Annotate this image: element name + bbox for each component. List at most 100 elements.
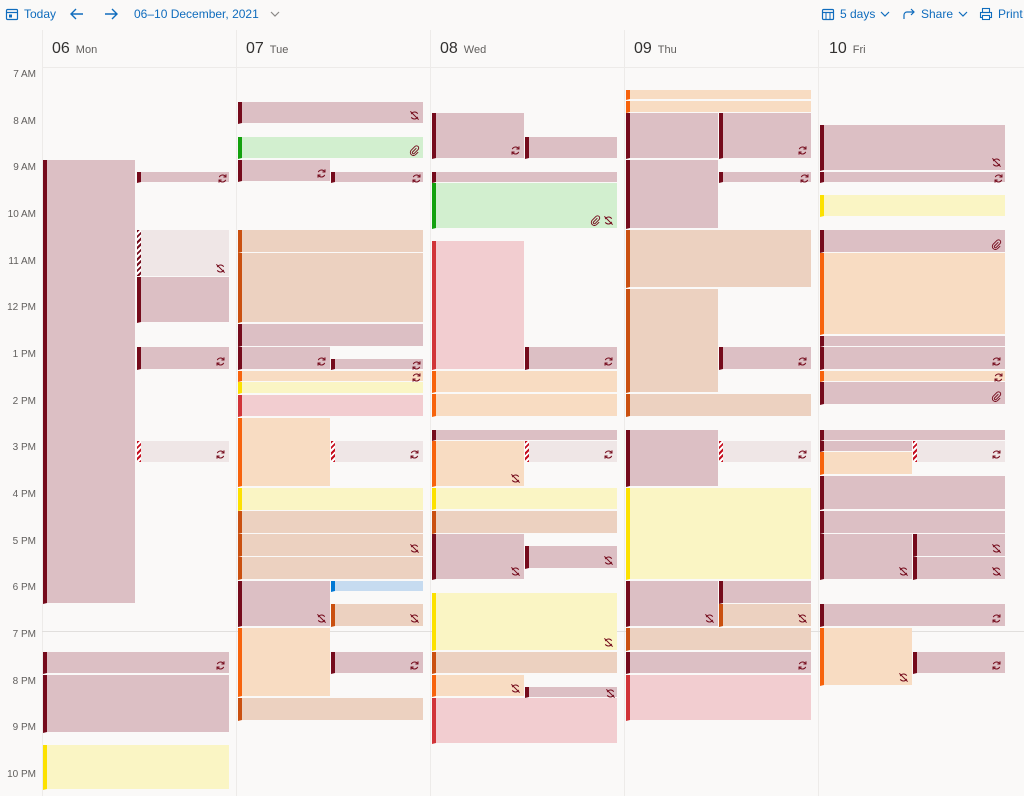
- calendar-event[interactable]: [626, 101, 811, 113]
- calendar-event[interactable]: [432, 371, 617, 393]
- calendar-event[interactable]: [238, 534, 423, 557]
- calendar-event[interactable]: [432, 511, 617, 534]
- calendar-event[interactable]: [331, 359, 423, 370]
- calendar-event[interactable]: [820, 125, 1005, 171]
- calendar-event[interactable]: [820, 604, 1005, 627]
- calendar-event[interactable]: [820, 628, 912, 686]
- calendar-event[interactable]: [626, 628, 811, 651]
- calendar-event[interactable]: [238, 628, 330, 697]
- calendar-event[interactable]: [238, 382, 423, 394]
- calendar-event[interactable]: [432, 652, 617, 674]
- date-range-picker[interactable]: 06–10 December, 2021: [134, 0, 280, 27]
- calendar-event[interactable]: [238, 324, 423, 347]
- calendar-event[interactable]: [626, 113, 718, 159]
- calendar-event[interactable]: [626, 488, 811, 580]
- calendar-event[interactable]: [238, 581, 330, 627]
- calendar-event[interactable]: [432, 183, 617, 229]
- calendar-event[interactable]: [432, 113, 524, 159]
- calendar-event[interactable]: [913, 441, 1005, 463]
- calendar-event[interactable]: [238, 511, 423, 534]
- calendar-event[interactable]: [238, 230, 423, 253]
- calendar-event[interactable]: [137, 172, 229, 183]
- calendar-event[interactable]: [331, 652, 423, 674]
- next-week-button[interactable]: [103, 0, 119, 27]
- calendar-event[interactable]: [43, 160, 135, 604]
- day-header-wed[interactable]: 08 Wed: [440, 40, 486, 64]
- calendar-event[interactable]: [43, 745, 229, 790]
- calendar-event[interactable]: [525, 687, 617, 698]
- calendar-event[interactable]: [820, 452, 912, 475]
- calendar-event[interactable]: [432, 172, 617, 183]
- calendar-event[interactable]: [626, 394, 811, 417]
- calendar-event[interactable]: [238, 137, 423, 159]
- calendar-event[interactable]: [626, 289, 718, 393]
- calendar-event[interactable]: [820, 430, 1005, 441]
- calendar-event[interactable]: [820, 253, 1005, 335]
- calendar-event[interactable]: [820, 195, 1005, 217]
- calendar-event[interactable]: [820, 172, 1005, 183]
- calendar-event[interactable]: [238, 253, 423, 323]
- calendar-event[interactable]: [719, 581, 811, 604]
- calendar-event[interactable]: [43, 652, 229, 674]
- print-button[interactable]: Print: [979, 0, 1023, 27]
- calendar-event[interactable]: [238, 488, 423, 511]
- calendar-event[interactable]: [432, 394, 617, 417]
- today-button[interactable]: Today: [5, 0, 56, 27]
- calendar-event[interactable]: [432, 488, 617, 510]
- calendar-event[interactable]: [913, 652, 1005, 674]
- calendar-event[interactable]: [626, 160, 718, 229]
- calendar-event[interactable]: [820, 476, 1005, 510]
- calendar-event[interactable]: [238, 102, 423, 124]
- calendar-event[interactable]: [820, 347, 1005, 370]
- previous-week-button[interactable]: [69, 0, 85, 27]
- calendar-event[interactable]: [238, 371, 423, 382]
- calendar-event[interactable]: [432, 698, 617, 744]
- calendar-event[interactable]: [137, 347, 229, 370]
- calendar-event[interactable]: [432, 593, 617, 651]
- calendar-event[interactable]: [137, 230, 229, 277]
- calendar-event[interactable]: [913, 534, 1005, 557]
- calendar-event[interactable]: [331, 581, 423, 592]
- calendar-event[interactable]: [432, 675, 524, 697]
- day-header-mon[interactable]: 06 Mon: [52, 40, 97, 64]
- calendar-event[interactable]: [432, 241, 524, 370]
- calendar-event[interactable]: [525, 347, 617, 370]
- calendar-event[interactable]: [626, 675, 811, 721]
- calendar-event[interactable]: [238, 418, 330, 487]
- calendar-event[interactable]: [719, 347, 811, 370]
- calendar-event[interactable]: [43, 675, 229, 733]
- calendar-event[interactable]: [525, 137, 617, 159]
- calendar-event[interactable]: [626, 581, 718, 627]
- calendar-event[interactable]: [719, 604, 811, 627]
- calendar-event[interactable]: [820, 230, 1005, 253]
- calendar-event[interactable]: [820, 441, 912, 452]
- calendar-event[interactable]: [719, 441, 811, 463]
- view-switcher[interactable]: 5 days: [821, 0, 890, 27]
- calendar-event[interactable]: [820, 336, 1005, 347]
- share-button[interactable]: Share: [902, 0, 968, 27]
- day-header-fri[interactable]: 10 Fri: [829, 40, 866, 64]
- calendar-event[interactable]: [238, 698, 423, 721]
- calendar-event[interactable]: [238, 160, 330, 182]
- calendar-event[interactable]: [331, 604, 423, 627]
- calendar-event[interactable]: [820, 534, 912, 580]
- calendar-event[interactable]: [626, 90, 811, 100]
- calendar-event[interactable]: [525, 441, 617, 463]
- calendar-event[interactable]: [331, 441, 423, 463]
- calendar-event[interactable]: [820, 382, 1005, 405]
- calendar-event[interactable]: [238, 557, 423, 580]
- calendar-event[interactable]: [238, 347, 330, 370]
- calendar-event[interactable]: [432, 430, 617, 441]
- calendar-event[interactable]: [719, 172, 811, 183]
- calendar-event[interactable]: [820, 511, 1005, 534]
- calendar-event[interactable]: [331, 172, 423, 183]
- day-header-tue[interactable]: 07 Tue: [246, 40, 288, 64]
- calendar-event[interactable]: [719, 113, 811, 159]
- day-header-thu[interactable]: 09 Thu: [634, 40, 677, 64]
- calendar-event[interactable]: [238, 395, 423, 417]
- calendar-event[interactable]: [626, 652, 811, 674]
- calendar-event[interactable]: [626, 430, 718, 487]
- calendar-event[interactable]: [525, 546, 617, 569]
- calendar-event[interactable]: [432, 441, 524, 487]
- calendar-event[interactable]: [820, 371, 1005, 382]
